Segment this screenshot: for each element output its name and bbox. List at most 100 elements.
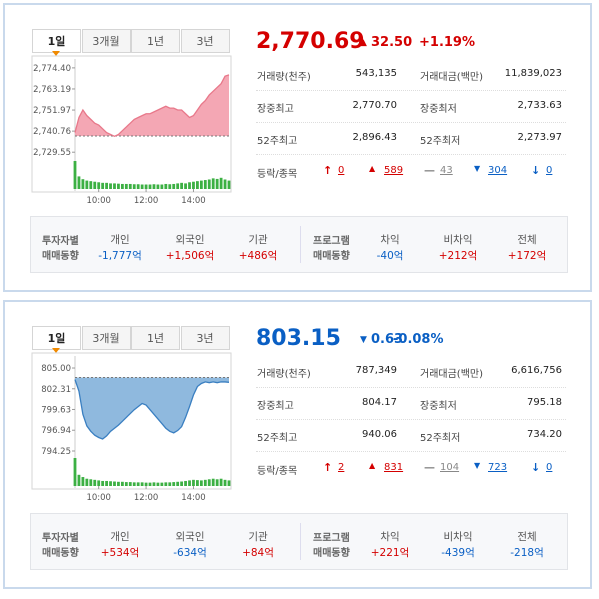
investor-box [30,216,568,273]
volume-bar [172,183,176,189]
tab[interactable]: 1년 [131,326,180,350]
volume-bar [101,182,105,189]
volume-bar [176,183,180,189]
separator [256,154,566,155]
area-fill [75,377,229,440]
volume-bar [85,180,89,189]
stat-value: 734.20 [527,429,562,440]
flow-value: -40억 [376,250,404,262]
flow-name: 전체 [517,531,537,543]
stat-label: 거래대금(백만) [420,72,484,83]
breadth-value[interactable]: 723 [488,462,508,473]
group-label: 투자자별 [42,533,79,544]
breadth-value[interactable]: 831 [384,462,404,473]
volume-bar [117,481,120,486]
area-fill [75,74,229,137]
flow-value: +172억 [507,250,547,262]
stat-label: 거래량(천주) [257,72,311,83]
tab[interactable]: 1일 [32,29,81,53]
stat-label: 장중최고 [257,401,294,412]
volume-bar [184,480,187,486]
breadth-value[interactable]: 589 [384,165,404,176]
y-tick-label: 794.25 [41,447,71,457]
x-tick-label: 14:00 [181,493,206,503]
volume-bar [73,161,77,189]
volume-bar [128,482,132,486]
stat-label: 52주최저 [420,433,461,444]
volume-bar [227,180,231,189]
stat-label: 52주최고 [257,136,298,147]
volume-bar [207,179,211,189]
flow-value: +221억 [370,547,410,559]
tab[interactable]: 1일 [32,326,81,350]
index-price: 2,770.69 [256,29,365,54]
volume-bar [105,182,108,189]
breadth-icon: ▼ [474,461,481,470]
flow-value: -218억 [510,547,544,559]
volume-bar [113,481,116,486]
x-tick-label: 12:00 [134,493,159,503]
stat-value: 804.17 [362,397,397,408]
volume-bar [207,479,211,486]
separator [256,90,566,91]
volume-bar [101,480,105,486]
y-tick-label: 796.94 [41,426,71,436]
volume-bar [109,183,112,189]
separator [256,451,566,452]
volume-bar [152,184,156,189]
flow-value: +534억 [100,547,140,559]
x-tick-label: 12:00 [134,196,159,206]
volume-bar [176,481,180,486]
breadth-value[interactable]: 2 [338,462,345,473]
volume-bar [144,184,148,189]
volume-bar [184,183,187,189]
stat-value: 940.06 [362,429,397,440]
volume-bar [160,184,164,189]
group-label: 프로그램 [313,533,350,544]
tab[interactable]: 1년 [131,29,180,53]
flow-name: 개인 [110,234,130,246]
breadth-value[interactable]: 104 [440,462,460,473]
index-change-pct: -0.08% [393,332,444,347]
flow-value: +84억 [242,547,274,559]
volume-bar [164,482,168,486]
tab[interactable]: 3개월 [81,29,131,53]
breadth-value[interactable]: 0 [338,165,345,176]
volume-bar [223,179,227,189]
tab[interactable]: 3년 [180,326,230,350]
y-tick-label: 799.63 [41,405,71,415]
breadth-value[interactable]: 43 [440,165,453,176]
y-tick-label: 2,763.19 [33,85,71,95]
stat-value: 11,839,023 [504,68,562,79]
volume-bar [93,181,97,189]
stat-value: 543,135 [355,68,397,79]
stat-label: 거래량(천주) [257,369,311,380]
breadth-icon: ↓ [531,461,541,474]
x-tick-label: 14:00 [181,196,206,206]
volume-bar [144,482,148,486]
tab[interactable]: 3년 [180,29,230,53]
breadth-icon: ▲ [369,164,376,173]
volume-bar [117,183,120,189]
volume-bar [172,482,176,486]
flow-name: 비차익 [443,234,473,246]
stat-value: 787,349 [355,365,397,376]
breadth-value[interactable]: 304 [488,165,508,176]
stat-value: 2,733.63 [517,100,562,111]
volume-bar [140,482,144,486]
panel [3,300,592,589]
volume-bar [132,482,136,486]
volume-bar [219,478,223,486]
stat-label: 거래대금(백만) [420,369,484,380]
volume-bar [85,478,89,486]
y-tick-label: 2,740.76 [33,127,71,137]
index-change: 0.63 [371,332,404,347]
breadth-value[interactable]: 0 [546,165,553,176]
x-tick-label: 10:00 [86,196,111,206]
price-line [74,74,230,138]
volume-bar [199,180,203,189]
breadth-value[interactable]: 0 [546,462,553,473]
tab[interactable]: 3개월 [81,326,131,350]
breadth-icon: ↑ [323,164,333,177]
separator [256,419,566,420]
